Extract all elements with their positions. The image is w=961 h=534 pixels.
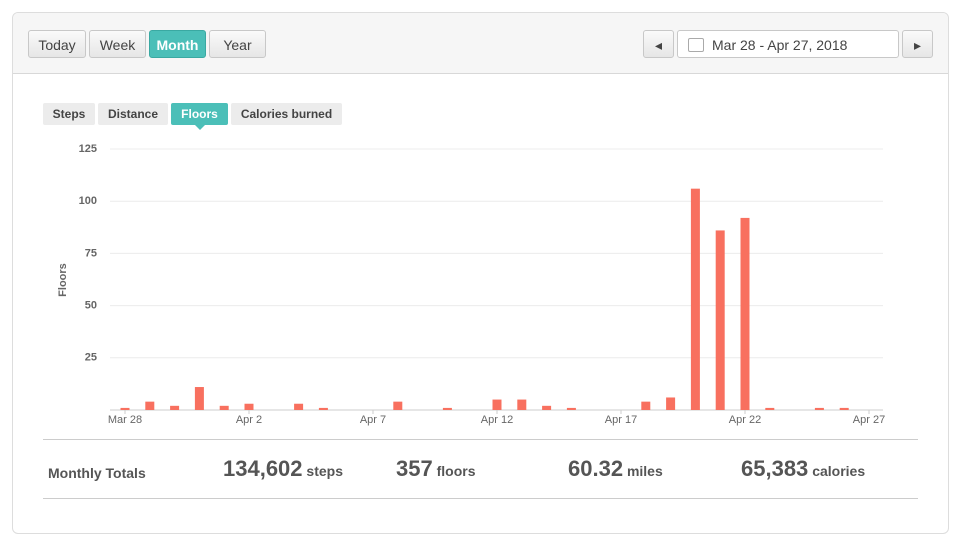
y-tick-label: 125 <box>79 143 97 155</box>
total: 65,383 calories <box>741 456 865 482</box>
bar <box>294 403 304 410</box>
tab-pointer <box>195 125 205 135</box>
bar <box>690 188 700 410</box>
range-button[interactable]: Today <box>28 30 86 58</box>
bar <box>120 407 130 410</box>
total-unit: floors <box>436 463 476 479</box>
x-tick-label: Mar 28 <box>108 414 142 426</box>
bar <box>170 405 180 410</box>
bar <box>542 405 552 410</box>
date-picker[interactable]: Mar 28 - Apr 27, 2018 <box>677 30 899 58</box>
bar <box>641 401 651 410</box>
x-tick-label: Apr 7 <box>360 414 386 426</box>
calendar-icon <box>688 38 704 52</box>
metric-tab[interactable]: Calories burned <box>231 103 342 125</box>
bar <box>666 397 676 410</box>
prev-button[interactable]: ◂ <box>643 30 674 58</box>
date-range: Mar 28 - Apr 27, 2018 <box>712 37 848 53</box>
y-tick-label: 25 <box>85 352 97 364</box>
metric-tab[interactable]: Steps <box>43 103 95 125</box>
bar <box>244 403 254 410</box>
x-tick-label: Apr 27 <box>853 414 885 426</box>
bar <box>145 401 155 410</box>
total: 60.32 miles <box>568 456 663 482</box>
divider <box>43 439 918 440</box>
range-button[interactable]: Month <box>149 30 206 58</box>
total-value: 357 <box>396 456 433 481</box>
page: Today Week Month Year ◂ Mar 28 - Apr 27,… <box>12 12 949 534</box>
bar <box>194 387 204 410</box>
y-tick-label: 75 <box>85 247 97 259</box>
divider <box>43 498 918 499</box>
card: Today Week Month Year ◂ Mar 28 - Apr 27,… <box>12 12 949 534</box>
totals-label: Monthly Totals <box>48 465 146 481</box>
next-button[interactable]: ▸ <box>902 30 933 58</box>
bar <box>442 407 452 410</box>
range-button[interactable]: Week <box>89 30 146 58</box>
total-unit: steps <box>306 463 343 479</box>
x-tick-label: Apr 22 <box>729 414 761 426</box>
bar <box>566 407 576 410</box>
x-tick-label: Apr 17 <box>605 414 637 426</box>
total-unit: calories <box>812 463 866 479</box>
total-value: 134,602 <box>223 456 303 481</box>
bar <box>219 405 229 410</box>
total-unit: miles <box>626 463 663 479</box>
bar <box>740 217 750 410</box>
bar <box>393 401 403 410</box>
y-tick-label: 100 <box>79 195 97 207</box>
range-button[interactable]: Year <box>209 30 266 58</box>
bar <box>492 399 502 410</box>
total-value: 60.32 <box>568 456 624 481</box>
total: 134,602 steps <box>223 456 343 482</box>
total: 357 floors <box>396 456 476 482</box>
x-tick-label: Apr 12 <box>481 414 513 426</box>
total-value: 65,383 <box>741 456 809 481</box>
chart: Floors 25 50 75 100 125 Mar 28 Apr 2 Apr 7 Apr 1… <box>57 143 885 426</box>
metric-tab[interactable]: Distance <box>98 103 168 125</box>
bar <box>814 407 824 410</box>
y-axis-title: Floors <box>57 263 69 297</box>
x-tick-label: Apr 2 <box>236 414 262 426</box>
y-tick-label: 50 <box>85 300 97 312</box>
bar <box>765 407 775 410</box>
bar <box>517 399 527 410</box>
bar <box>839 407 849 410</box>
bar <box>318 407 328 410</box>
toolbar: Today Week Month Year ◂ Mar 28 - Apr 27,… <box>13 13 948 74</box>
metric-tab[interactable]: Floors <box>171 103 228 125</box>
bar <box>715 230 725 410</box>
